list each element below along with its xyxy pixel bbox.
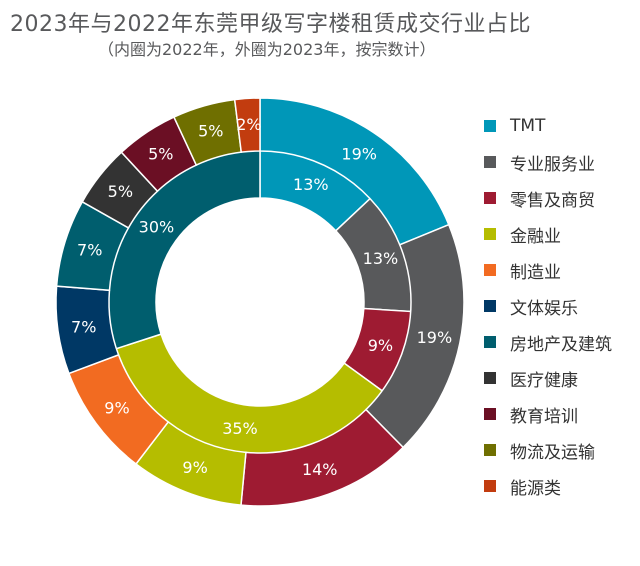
inner-slice-label-cat0: 13% — [293, 175, 329, 194]
inner-slice-label-cat6: 30% — [139, 217, 175, 236]
outer-ring-2023 — [55, 97, 465, 507]
legend-item: 物流及运输 — [484, 432, 612, 468]
legend-item: 房地产及建筑 — [484, 324, 612, 360]
outer-slice-label-cat8: 5% — [148, 145, 173, 164]
inner-slice-label-cat1: 13% — [363, 249, 399, 268]
inner-slice-label-cat2: 9% — [368, 336, 393, 355]
legend-swatch — [484, 408, 496, 420]
legend-swatch — [484, 120, 496, 132]
outer-slice-cat10 — [233, 97, 261, 154]
legend-swatch — [484, 300, 496, 312]
legend-swatch — [484, 372, 496, 384]
legend-label: 金融业 — [510, 226, 561, 247]
outer-slice-label-cat2: 14% — [302, 460, 338, 479]
legend-swatch — [484, 480, 496, 492]
chart-title: 2023年与2022年东莞甲级写字楼租赁成交行业占比 — [10, 12, 531, 37]
legend-swatch — [484, 192, 496, 204]
legend-item: TMT — [484, 108, 612, 144]
legend-swatch — [484, 336, 496, 348]
inner-slice-label-cat3: 35% — [222, 419, 258, 438]
legend-item: 制造业 — [484, 252, 612, 288]
legend-label: 房地产及建筑 — [510, 334, 612, 355]
outer-slice-label-cat0: 19% — [341, 145, 377, 164]
legend-item: 教育培训 — [484, 396, 612, 432]
outer-slice-label-cat1: 19% — [417, 328, 453, 347]
outer-slice-label-cat7: 5% — [108, 182, 133, 201]
outer-slice-label-cat9: 5% — [198, 121, 223, 140]
legend-item: 金融业 — [484, 216, 612, 252]
legend-swatch — [484, 444, 496, 456]
legend-item: 零售及商贸 — [484, 180, 612, 216]
legend-item: 能源类 — [484, 468, 612, 504]
legend-label: 物流及运输 — [510, 442, 595, 463]
outer-slice-label-cat4: 9% — [104, 398, 129, 417]
legend-swatch — [484, 156, 496, 168]
legend-item: 文体娱乐 — [484, 288, 612, 324]
legend-label: 制造业 — [510, 262, 561, 283]
legend-label: 零售及商贸 — [510, 190, 595, 211]
legend-label: 能源类 — [510, 478, 561, 499]
legend-swatch — [484, 228, 496, 240]
legend: TMT 专业服务业零售及商贸金融业制造业文体娱乐房地产及建筑 医疗健康教育培训物流及… — [484, 108, 612, 504]
outer-slice-label-cat10: 2% — [236, 115, 261, 134]
outer-slice-label-cat3: 9% — [182, 458, 207, 477]
legend-swatch — [484, 264, 496, 276]
chart-subtitle: （内圈为2022年，外圈为2023年，按宗数计） — [98, 40, 436, 59]
outer-slice-label-cat6: 7% — [77, 241, 102, 260]
legend-item: 专业服务业 — [484, 144, 612, 180]
legend-label: 专业服务业 — [510, 154, 595, 175]
legend-label: 教育培训 — [510, 406, 578, 427]
legend-item: 医疗健康 — [484, 360, 612, 396]
legend-label: 医疗健康 — [510, 370, 578, 391]
legend-label: 文体娱乐 — [510, 298, 578, 319]
slice-labels: 13% 13% 9% 35% 30% 19% 19% 14% 9% 9% 7% 7% 5% 5% 5% 2% — [71, 115, 452, 479]
legend-label: TMT — [510, 116, 546, 136]
outer-slice-label-cat5: 7% — [71, 317, 96, 336]
